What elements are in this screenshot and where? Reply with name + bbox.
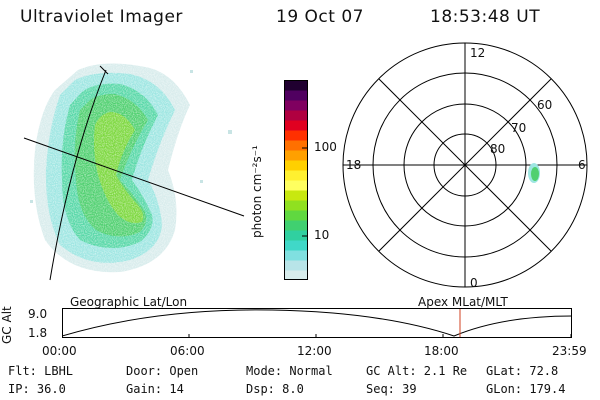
colorbar-segment [284, 240, 308, 251]
colorbar-segment [284, 180, 308, 191]
colorbar [284, 80, 308, 280]
glat-status: GLat: 72.8 [486, 364, 559, 378]
polar-mlat-mlt-plot [342, 42, 588, 288]
ip-status: IP: 36.0 [8, 382, 66, 396]
polar-label-lat-80: 80 [490, 142, 506, 156]
colorbar-unit-label: photon cm⁻²s⁻¹ [250, 145, 264, 238]
polar-label-lat-70: 70 [511, 121, 527, 135]
colorbar-segment [284, 250, 308, 261]
gc-alt-status: GC Alt: 2.1 Re [366, 364, 468, 378]
timeline-geographic-label: Geographic Lat/Lon [70, 295, 188, 309]
timeline-y-bottom: 1.8 [28, 326, 48, 340]
colorbar-segment [284, 90, 308, 101]
colorbar-segment [284, 160, 308, 171]
colorbar-segment [284, 100, 308, 111]
glon-status: GLon: 179.4 [486, 382, 566, 396]
colorbar-segment [284, 270, 308, 280]
timeline-time-2: 12:00 [297, 344, 332, 358]
colorbar-segment [284, 230, 308, 241]
colorbar-segment [284, 200, 308, 211]
polar-label-mlt-12: 12 [470, 46, 486, 60]
colorbar-segment [284, 120, 308, 131]
timeline-time-1: 06:00 [170, 344, 205, 358]
colorbar-segment [284, 130, 308, 141]
image-date: 19 Oct 07 [276, 7, 364, 27]
colorbar-segment [284, 80, 308, 91]
timeline-time-3: 18:00 [424, 344, 459, 358]
gain-status: Gain: 14 [126, 382, 184, 396]
colorbar-segment [284, 260, 308, 271]
colorbar-tick-100: 100 [314, 140, 337, 154]
polar-label-mlt-6: 6 [578, 158, 586, 172]
colorbar-tick-10: 10 [314, 228, 330, 242]
geographic-uv-image [0, 50, 260, 290]
colorbar-segment [284, 170, 308, 181]
image-time: 18:53:48 UT [430, 7, 541, 27]
sequence-status: Seq: 39 [366, 382, 417, 396]
altitude-timeline [62, 308, 573, 338]
polar-label-mlt-0: 0 [470, 276, 478, 290]
filter-status: Flt: LBHL [8, 364, 74, 378]
mode-status: Mode: Normal [246, 364, 333, 378]
polar-label-lat-60: 60 [537, 98, 553, 112]
colorbar-segment [284, 150, 308, 161]
timeline-apex-label: Apex MLat/MLT [418, 295, 508, 309]
timeline-y-top: 9.0 [28, 307, 48, 321]
colorbar-segment [284, 210, 308, 221]
timeline-time-4: 23:59 [552, 344, 587, 358]
timeline-time-0: 00:00 [42, 344, 77, 358]
colorbar-segment [284, 140, 308, 151]
timeline-axis-title: GC Alt [0, 306, 14, 344]
colorbar-segment [284, 190, 308, 201]
app-title: Ultraviolet Imager [20, 7, 183, 27]
polar-label-mlt-18: 18 [346, 158, 362, 172]
door-status: Door: Open [126, 364, 199, 378]
colorbar-segment [284, 110, 308, 121]
dsp-status: Dsp: 8.0 [246, 382, 304, 396]
colorbar-segment [284, 220, 308, 231]
